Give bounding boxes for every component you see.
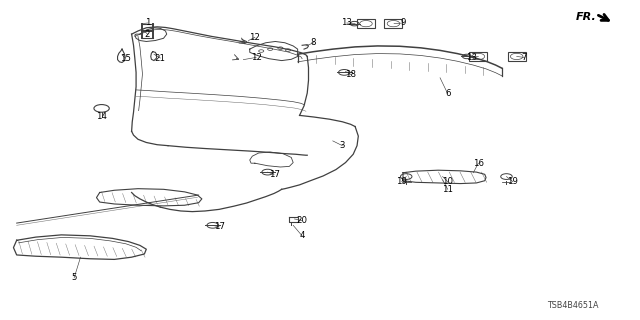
Text: 9: 9 — [401, 19, 406, 28]
Text: 18: 18 — [345, 70, 356, 79]
Bar — [469, 52, 487, 61]
Text: 19: 19 — [508, 177, 518, 186]
Text: 11: 11 — [442, 185, 453, 194]
Text: 16: 16 — [473, 159, 484, 168]
Text: 4: 4 — [300, 231, 305, 240]
Text: 7: 7 — [522, 53, 527, 62]
Text: 8: 8 — [311, 38, 316, 47]
Bar — [508, 52, 525, 61]
Text: 12: 12 — [251, 53, 262, 62]
Text: 20: 20 — [296, 216, 308, 225]
Text: 17: 17 — [214, 222, 225, 231]
Text: 21: 21 — [155, 53, 166, 62]
Text: 19: 19 — [396, 177, 407, 186]
Text: 14: 14 — [96, 113, 107, 122]
Text: 2: 2 — [145, 30, 150, 39]
Text: 17: 17 — [269, 170, 280, 179]
Bar — [385, 19, 403, 28]
Text: 1: 1 — [145, 19, 150, 28]
Text: FR.: FR. — [575, 12, 596, 22]
Text: TSB4B4651A: TSB4B4651A — [547, 301, 598, 310]
Text: 10: 10 — [442, 177, 453, 186]
Text: 13: 13 — [467, 53, 477, 62]
Text: 3: 3 — [340, 141, 345, 150]
Bar — [357, 19, 375, 28]
Text: 13: 13 — [341, 19, 353, 28]
Text: 12: 12 — [250, 33, 260, 42]
Text: 5: 5 — [72, 273, 77, 282]
Text: 15: 15 — [120, 53, 131, 62]
Text: 6: 6 — [445, 89, 451, 98]
